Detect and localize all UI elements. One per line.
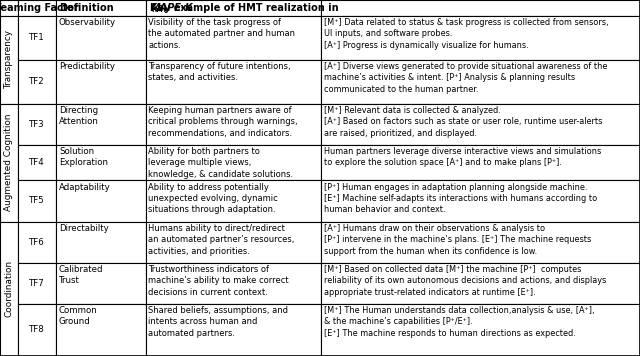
Text: HMT: HMT bbox=[152, 8, 168, 13]
Text: Key example of HMT realization in: Key example of HMT realization in bbox=[0, 355, 1, 356]
Bar bbox=[321, 16, 640, 60]
Bar bbox=[18, 304, 56, 356]
Text: TF6: TF6 bbox=[29, 238, 45, 247]
Text: Human partners leverage diverse interactive views and simulations
to explore the: Human partners leverage diverse interact… bbox=[324, 147, 601, 167]
Bar bbox=[18, 60, 56, 104]
Bar bbox=[321, 145, 640, 180]
Bar bbox=[321, 221, 640, 263]
Bar bbox=[18, 221, 56, 263]
Text: Trustworthiness indicators of
machine’s ability to make correct
decisions in cur: Trustworthiness indicators of machine’s … bbox=[148, 265, 289, 297]
Bar bbox=[18, 145, 56, 180]
Bar bbox=[146, 180, 321, 221]
Text: TF5: TF5 bbox=[29, 197, 45, 205]
Text: Keeping human partners aware of
critical problems through warnings,
recommendati: Keeping human partners aware of critical… bbox=[148, 106, 298, 138]
Bar bbox=[321, 304, 640, 356]
Bar bbox=[0, 0, 18, 16]
Text: Humans ability to direct/redirect
an automated partner’s resources,
activities, : Humans ability to direct/redirect an aut… bbox=[148, 224, 295, 256]
Bar bbox=[56, 180, 146, 221]
Text: Key example of HMT realization in: Key example of HMT realization in bbox=[150, 3, 342, 13]
Bar bbox=[56, 104, 146, 145]
Bar bbox=[56, 145, 146, 180]
Text: Observability: Observability bbox=[59, 18, 116, 27]
Bar bbox=[0, 16, 18, 104]
Text: TF2: TF2 bbox=[29, 77, 45, 86]
Text: Teaming Factor: Teaming Factor bbox=[0, 3, 79, 13]
Bar bbox=[18, 180, 56, 221]
Text: MAPE-K: MAPE-K bbox=[0, 355, 1, 356]
Bar bbox=[56, 304, 146, 356]
Bar bbox=[146, 221, 321, 263]
Bar bbox=[56, 0, 146, 16]
Bar bbox=[56, 263, 146, 304]
Text: TF3: TF3 bbox=[29, 120, 45, 129]
Text: Solution
Exploration: Solution Exploration bbox=[59, 147, 108, 167]
Bar bbox=[18, 0, 56, 16]
Text: Coordination: Coordination bbox=[4, 260, 13, 317]
Bar bbox=[321, 60, 640, 104]
Text: [A⁺] Humans draw on their observations & analysis to
[P⁺] intervene in the machi: [A⁺] Humans draw on their observations &… bbox=[324, 224, 591, 256]
Text: Calibrated
Trust: Calibrated Trust bbox=[59, 265, 104, 285]
Text: Shared beliefs, assumptions, and
intents across human and
automated partners.: Shared beliefs, assumptions, and intents… bbox=[148, 306, 289, 338]
Text: Transparency of future intentions,
states, and activities.: Transparency of future intentions, state… bbox=[148, 62, 291, 82]
Text: Common
Ground: Common Ground bbox=[59, 306, 98, 326]
Text: Directing
Attention: Directing Attention bbox=[59, 106, 99, 126]
Text: Ability for both partners to
leverage multiple views,
knowledge, & candidate sol: Ability for both partners to leverage mu… bbox=[148, 147, 294, 179]
Bar bbox=[146, 145, 321, 180]
Bar bbox=[146, 304, 321, 356]
Bar bbox=[146, 16, 321, 60]
Bar bbox=[321, 180, 640, 221]
Text: TF4: TF4 bbox=[29, 158, 45, 167]
Text: Visibility of the task progress of
the automated partner and human
actions.: Visibility of the task progress of the a… bbox=[148, 18, 296, 50]
Bar bbox=[321, 263, 640, 304]
Bar bbox=[0, 221, 18, 356]
Bar bbox=[146, 60, 321, 104]
Text: TF8: TF8 bbox=[29, 325, 45, 334]
Bar bbox=[321, 104, 640, 145]
Bar bbox=[146, 263, 321, 304]
Text: Predictability: Predictability bbox=[59, 62, 115, 71]
Text: Adaptability: Adaptability bbox=[59, 183, 111, 192]
Bar bbox=[56, 60, 146, 104]
Bar bbox=[56, 16, 146, 60]
Text: Transparency: Transparency bbox=[4, 30, 13, 89]
Text: Directabilty: Directabilty bbox=[59, 224, 109, 233]
Text: Augmented Cognition: Augmented Cognition bbox=[4, 114, 13, 211]
Text: [M⁺] Relevant data is collected & analyzed.
[A⁺] Based on factors such as state : [M⁺] Relevant data is collected & analyz… bbox=[324, 106, 602, 138]
Bar bbox=[146, 0, 321, 16]
Text: [P⁺] Human engages in adaptation planning alongside machine.
[E⁺] Machine self-a: [P⁺] Human engages in adaptation plannin… bbox=[324, 183, 597, 214]
Bar bbox=[321, 0, 640, 16]
Text: [M⁺] Based on collected data [M⁺] the machine [P⁺]  computes
reliability of its : [M⁺] Based on collected data [M⁺] the ma… bbox=[324, 265, 606, 297]
Text: Ability to address potentially
unexpected evolving, dynamic
situations through a: Ability to address potentially unexpecte… bbox=[148, 183, 278, 214]
Bar bbox=[18, 104, 56, 145]
Text: Definition: Definition bbox=[60, 3, 114, 13]
Bar bbox=[0, 104, 18, 221]
Bar bbox=[18, 263, 56, 304]
Text: TF7: TF7 bbox=[29, 279, 45, 288]
Bar bbox=[18, 16, 56, 60]
Bar bbox=[146, 104, 321, 145]
Text: MAPE-K: MAPE-K bbox=[151, 3, 193, 13]
Bar bbox=[56, 221, 146, 263]
Text: [M⁺] The Human understands data collection,analysis & use, [A⁺],
& the machine’s: [M⁺] The Human understands data collecti… bbox=[324, 306, 595, 338]
Text: TF1: TF1 bbox=[29, 33, 45, 42]
Text: [M⁺] Data related to status & task progress is collected from sensors,
UI inputs: [M⁺] Data related to status & task progr… bbox=[324, 18, 609, 50]
Text: [A⁺] Diverse views generated to provide situational awareness of the
machine’s a: [A⁺] Diverse views generated to provide … bbox=[324, 62, 607, 94]
